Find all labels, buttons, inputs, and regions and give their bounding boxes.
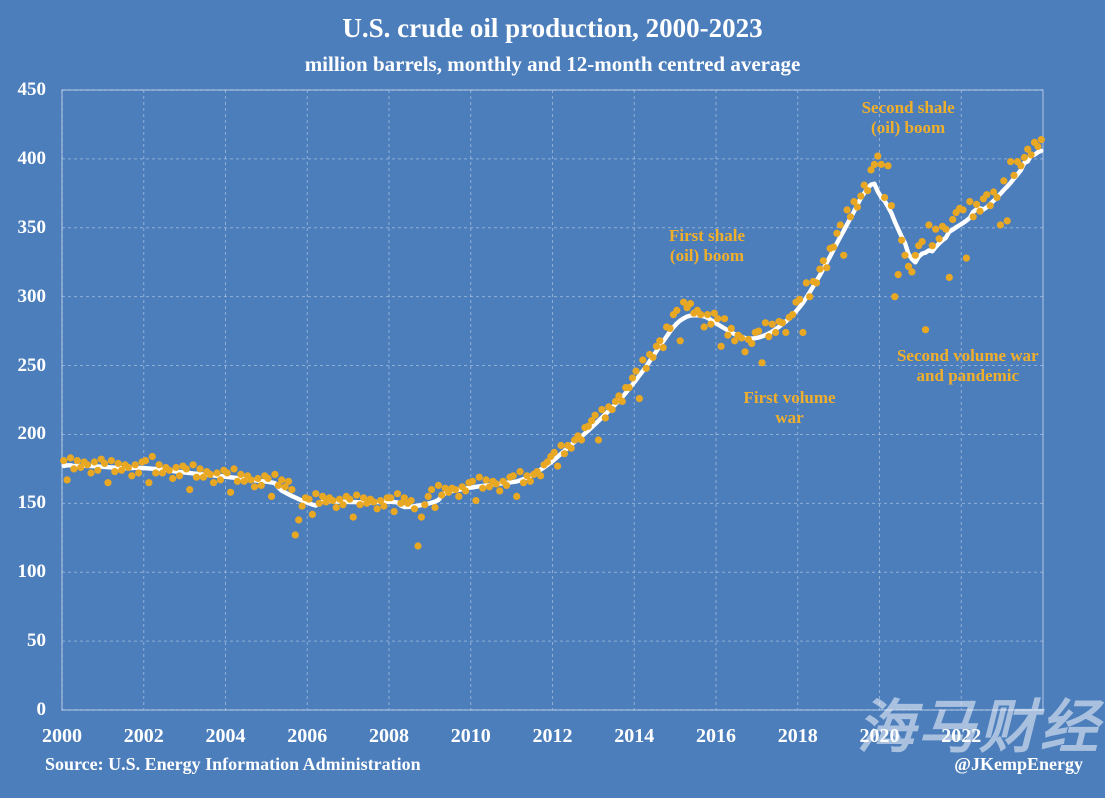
x-axis-label: 2002: [123, 725, 164, 747]
y-axis-label: 50: [27, 630, 46, 652]
x-axis-label: 2012: [532, 725, 573, 747]
chart-subtitle: million barrels, monthly and 12-month ce…: [304, 52, 801, 76]
y-axis-label: 300: [17, 285, 47, 307]
annotation-second-volume-war: Second volume war and pandemic: [896, 345, 1039, 385]
y-axis-label: 400: [17, 147, 47, 169]
credit-handle: @JKempEnergy: [954, 754, 1083, 774]
x-axis-label: 2016: [696, 725, 736, 747]
annotation-second-shale: Second shale (oil) boom: [861, 97, 955, 137]
x-axis-label: 2010: [450, 725, 491, 747]
y-axis-label: 450: [17, 79, 47, 100]
centred-average-line: [61, 148, 1044, 510]
source-note: Source: U.S. Energy Information Administ…: [45, 754, 421, 774]
y-axis-label: 200: [17, 423, 47, 445]
chart-title: U.S. crude oil production, 2000-2023: [342, 13, 763, 43]
x-axis-label: 2014: [614, 725, 655, 747]
x-axis-label: 2018: [777, 725, 818, 747]
y-axis-label: 350: [17, 216, 47, 238]
y-axis-label: 150: [17, 492, 47, 514]
x-axis-label: 2008: [369, 725, 409, 747]
y-axis-label: 100: [17, 561, 47, 583]
x-axis-label: 2022: [941, 725, 982, 747]
x-axis-label: 2006: [287, 725, 328, 747]
x-axis-label: 2000: [42, 725, 82, 747]
x-axis-label: 2004: [205, 725, 246, 747]
annotation-first-shale: First shale (oil) boom: [668, 225, 746, 265]
y-axis-label: 250: [17, 354, 47, 376]
annotation-first-volume: First volume war: [743, 388, 836, 428]
y-axis-label: 0: [36, 699, 47, 720]
x-axis-label: 2020: [859, 725, 900, 747]
